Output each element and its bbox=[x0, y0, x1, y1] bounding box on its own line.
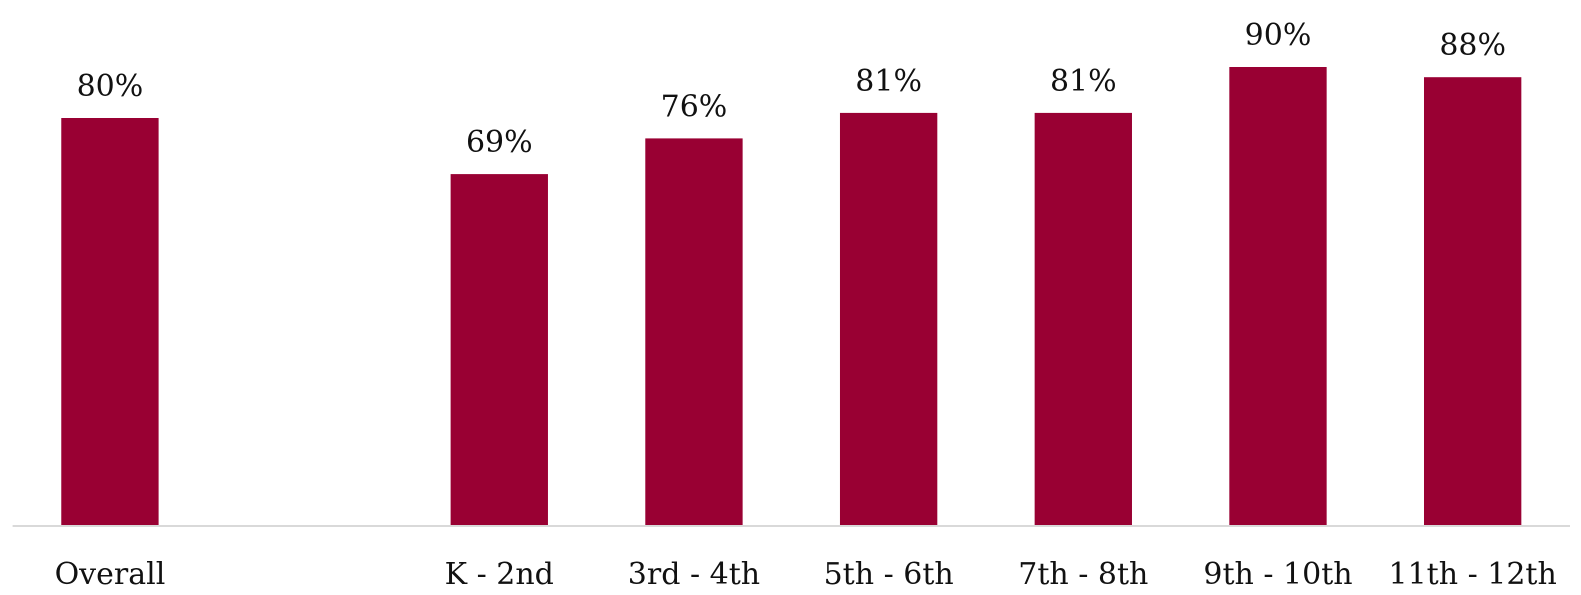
x-tick-label: K - 2nd bbox=[445, 557, 554, 592]
x-tick-label: 7th - 8th bbox=[1018, 557, 1148, 592]
value-label: 76% bbox=[661, 89, 728, 124]
value-label: 81% bbox=[855, 64, 922, 99]
value-label: 88% bbox=[1439, 28, 1506, 63]
bar bbox=[450, 174, 548, 526]
value-label: 90% bbox=[1245, 18, 1312, 53]
bar bbox=[645, 138, 743, 526]
x-tick-label: 3rd - 4th bbox=[628, 557, 760, 592]
value-label: 80% bbox=[77, 69, 144, 104]
x-tick-label: 11th - 12th bbox=[1389, 557, 1557, 592]
x-tick-label: 5th - 6th bbox=[824, 557, 954, 592]
value-label: 69% bbox=[466, 125, 533, 160]
x-tick-label: 9th - 10th bbox=[1203, 557, 1352, 592]
bar bbox=[1229, 67, 1327, 526]
bar bbox=[839, 112, 938, 527]
bar bbox=[61, 118, 159, 526]
value-label: 81% bbox=[1050, 64, 1117, 99]
bar bbox=[1034, 112, 1132, 527]
x-tick-label: Overall bbox=[55, 557, 166, 592]
bar bbox=[1423, 77, 1522, 526]
